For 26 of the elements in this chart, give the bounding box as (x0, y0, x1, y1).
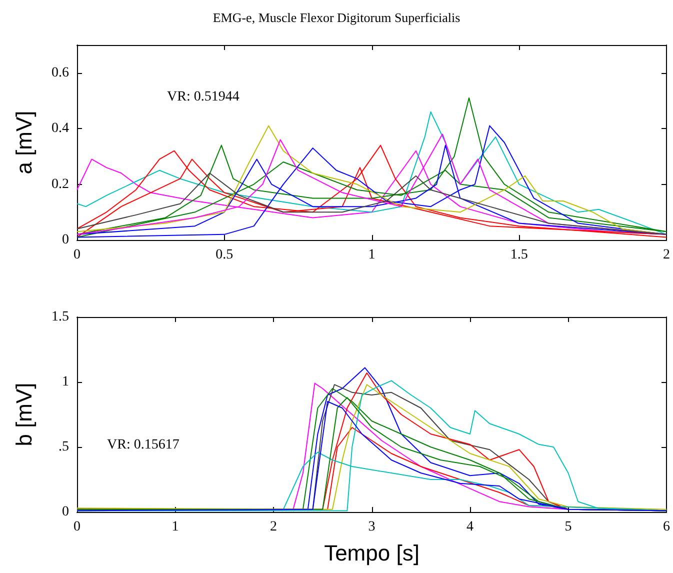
x-tick-label: 0 (74, 520, 80, 534)
annotation: VR: 0.51944 (167, 90, 240, 104)
x-tick-label: 1 (172, 520, 179, 534)
x-tick-label: 3 (368, 520, 376, 534)
y-tick-label: 0 (62, 504, 69, 520)
annotation: VR: 0.15617 (107, 438, 180, 452)
x-tick-label: 1.5 (510, 248, 528, 262)
y-tick-label: 1 (62, 374, 69, 390)
x-tick-label: 4 (466, 520, 474, 534)
x-axis-title: Tempo [s] (324, 540, 420, 566)
x-tick-label: 2 (270, 520, 277, 534)
y-tick-label: .5 (58, 440, 69, 454)
y-tick-label: 0.6 (52, 65, 69, 80)
x-tick-label: 5 (564, 520, 572, 534)
y-tick-label: 0.2 (52, 176, 69, 192)
x-tick-label: 6 (663, 520, 670, 534)
x-tick-label: 0.5 (216, 248, 234, 262)
y-tick-label: 0 (62, 232, 69, 248)
y-tick-label: 0.4 (52, 121, 69, 136)
y-tick-label: 1.5 (52, 310, 69, 324)
x-tick-label: 1 (368, 248, 376, 262)
x-tick-label: 0 (74, 248, 80, 262)
x-tick-label: 2 (663, 248, 670, 262)
y-axis-title: b [mV] (12, 382, 36, 446)
chart-title: EMG-e, Muscle Flexor Digitorum Superficialis (212, 10, 460, 25)
y-axis-title: a [mV] (12, 110, 36, 174)
